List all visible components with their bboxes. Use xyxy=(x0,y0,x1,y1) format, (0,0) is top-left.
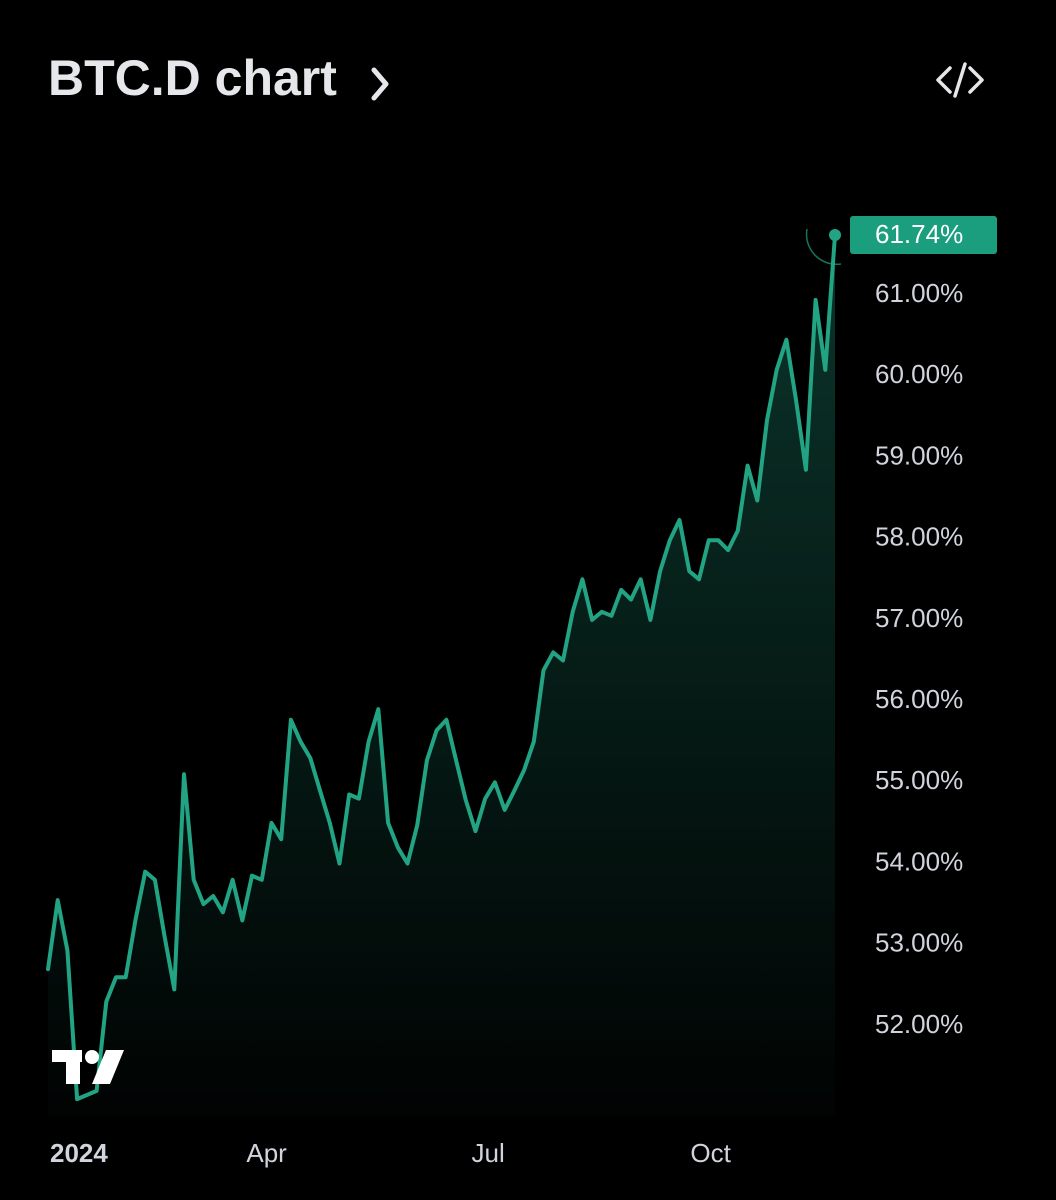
title-chevron[interactable] xyxy=(371,67,389,101)
embed-icon[interactable] xyxy=(936,62,984,98)
last-point xyxy=(829,228,841,241)
logo-part xyxy=(92,1050,124,1084)
last-point-arc xyxy=(805,228,842,266)
x-tick-label: Apr xyxy=(246,1138,287,1168)
x-tick-label: 2024 xyxy=(50,1138,108,1168)
y-tick-label: 52.00% xyxy=(875,1009,963,1039)
y-tick-label: 60.00% xyxy=(875,359,963,389)
y-tick-label: 53.00% xyxy=(875,928,963,958)
logo-part xyxy=(66,1050,80,1084)
embed-icon-slash xyxy=(953,62,967,98)
embed-icon-right xyxy=(968,66,984,94)
y-tick-label: 54.00% xyxy=(875,846,963,876)
price-badge xyxy=(850,215,997,254)
chart-title[interactable]: BTC.D chart xyxy=(48,50,337,106)
y-tick-label: 58.00% xyxy=(875,522,963,552)
y-tick-label: 59.00% xyxy=(875,440,963,470)
x-tick-label: Jul xyxy=(472,1138,505,1168)
line xyxy=(46,233,837,1102)
x-tick-label: Oct xyxy=(690,1138,731,1168)
plot-area: 52.00% 53.00% 54.00% 55.00% 56.00% 57.00% 58.0… xyxy=(46,215,997,1168)
y-tick-label: 57.00% xyxy=(875,603,963,633)
area-fill xyxy=(48,235,835,1116)
price-badge-label: 61.74% xyxy=(875,219,963,249)
y-tick-label: 55.00% xyxy=(875,765,963,795)
tradingview-logo xyxy=(52,1050,124,1084)
embed-icon-left xyxy=(936,66,952,94)
y-tick-label: 56.00% xyxy=(875,684,963,714)
y-tick-label: 61.00% xyxy=(875,278,963,308)
logo-part xyxy=(85,1050,99,1064)
